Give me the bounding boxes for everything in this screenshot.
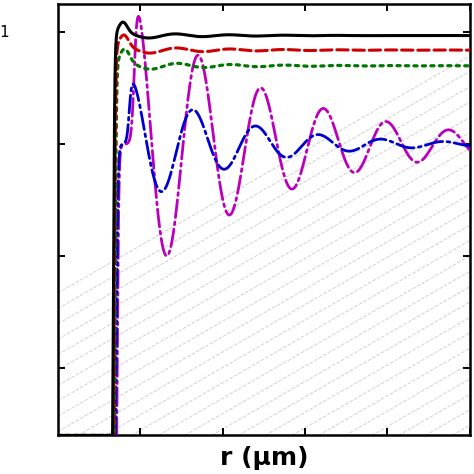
X-axis label: r (μm): r (μm) — [219, 446, 308, 470]
Text: 1: 1 — [0, 25, 9, 40]
